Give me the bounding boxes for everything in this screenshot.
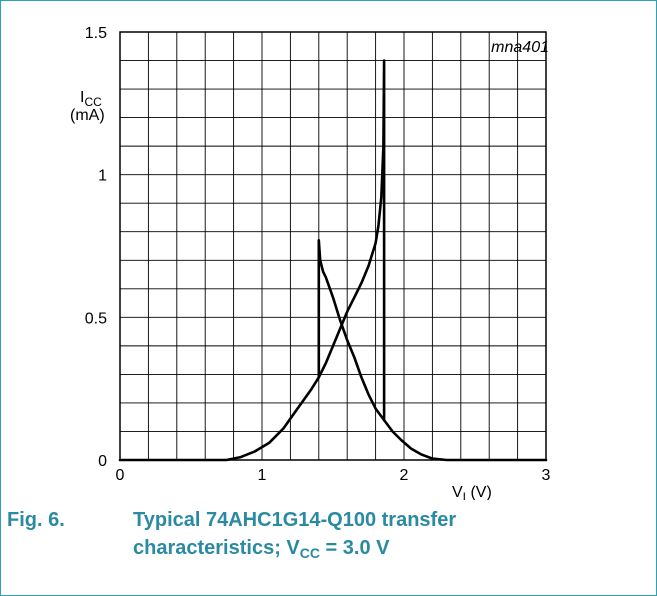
series-line-2 (317, 239, 548, 462)
x-tick-label: 2 (400, 467, 409, 484)
chart-series (118, 59, 548, 462)
y-axis-label: ICC (80, 89, 102, 109)
x-tick-label: 0 (116, 467, 125, 484)
plot-border (119, 31, 547, 461)
y-axis-unit: (mA) (70, 107, 105, 124)
y-tick-label: 1 (98, 168, 107, 185)
chart-grid (120, 32, 546, 460)
y-tick-label: 1.5 (85, 25, 107, 42)
chart-axes (119, 31, 547, 461)
x-axis-label: VI (V) (452, 484, 492, 500)
y-tick-label: 0 (98, 453, 107, 470)
figure-caption: Fig. 6. Typical 74AHC1G14-Q100 transfer c… (7, 506, 456, 567)
series-line-1 (118, 59, 386, 462)
x-tick-label: 3 (542, 467, 551, 484)
caption-line-1: Fig. 6. Typical 74AHC1G14-Q100 transfer (7, 506, 456, 534)
caption-title: Typical 74AHC1G14-Q100 transfer (133, 509, 457, 531)
caption-line-2: characteristics; VCC = 3.0 V (133, 537, 390, 561)
chart-ticks: 0 1 2 3 0 0.5 1 1.5 (85, 25, 551, 484)
transfer-chart: 0 1 2 3 0 0.5 1 1.5 mna401 ICC (mA) VI (V) (70, 25, 551, 500)
figure-code: mna401 (491, 39, 549, 56)
y-tick-label: 0.5 (85, 310, 107, 327)
figure-number: Fig. 6. (7, 509, 65, 531)
x-tick-label: 1 (258, 467, 267, 484)
